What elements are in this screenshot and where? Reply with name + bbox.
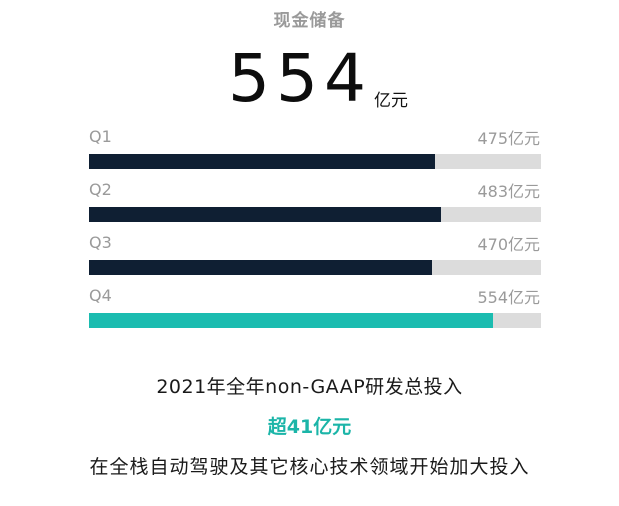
total-value: 554 xyxy=(228,40,372,117)
category-label: Q3 xyxy=(89,233,112,252)
data-label: 470亿元 xyxy=(477,235,540,254)
category-label: Q1 xyxy=(89,127,112,146)
total-unit: 亿元 xyxy=(374,91,408,111)
data-label: 554亿元 xyxy=(477,288,540,307)
rd-investment-note: 在全栈自动驾驶及其它核心技术领域开始加大投入 xyxy=(89,456,530,478)
bar-track xyxy=(89,154,541,169)
chart-title: 现金储备 xyxy=(273,11,346,31)
bar-chart: Q1 475亿元 Q2 483亿元 Q3 470亿元 Q4 554亿元 xyxy=(0,127,619,332)
category-label: Q2 xyxy=(89,180,112,199)
total-headline: 554 亿元 xyxy=(0,40,619,120)
bar-row-q1: Q1 475亿元 xyxy=(0,127,619,173)
bar-q4 xyxy=(89,313,493,328)
bar-q3 xyxy=(89,260,432,275)
rd-investment-value: 超41亿元 xyxy=(267,416,352,438)
bar-q2 xyxy=(89,207,441,222)
bar-track xyxy=(89,207,541,222)
bar-track xyxy=(89,260,541,275)
bar-row-q3: Q3 470亿元 xyxy=(0,233,619,279)
category-label: Q4 xyxy=(89,286,112,305)
bar-row-q4: Q4 554亿元 xyxy=(0,286,619,332)
bar-q1 xyxy=(89,154,435,169)
data-label: 475亿元 xyxy=(477,129,540,148)
bar-track xyxy=(89,313,541,328)
data-label: 483亿元 xyxy=(477,182,540,201)
bar-row-q2: Q2 483亿元 xyxy=(0,180,619,226)
rd-investment-label: 2021年全年non-GAAP研发总投入 xyxy=(156,376,463,398)
